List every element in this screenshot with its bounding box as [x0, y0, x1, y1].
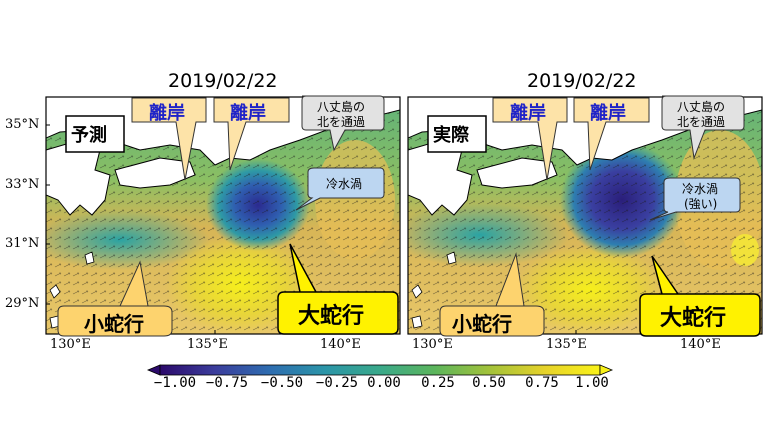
- cb-tick-1: −0.75: [205, 375, 249, 391]
- callout-hachijo-left: [301, 95, 385, 152]
- lon-tick-140-left: 140°E: [320, 337, 361, 352]
- cold-right-line1: 冷水渦: [682, 182, 719, 196]
- callout-cold-right: [649, 177, 741, 221]
- cold-left-line1: 冷水渦: [326, 177, 363, 191]
- rikugan-1-left: 離岸: [149, 103, 185, 124]
- callout-rikugan-1-left: [131, 97, 207, 181]
- colorbar: [146, 364, 614, 376]
- cb-tick-6: 0.50: [472, 375, 506, 391]
- cb-tick-0: −1.00: [153, 375, 197, 391]
- rikugan-2-right: 離岸: [590, 103, 626, 124]
- callout-cold-left: [295, 167, 385, 211]
- cb-tick-5: 0.25: [421, 375, 455, 391]
- callout-large-left: [277, 243, 399, 335]
- callout-small-left: [57, 260, 173, 337]
- cb-tick-4: 0.00: [367, 375, 401, 391]
- tag-left: 予測: [71, 125, 107, 146]
- callouts-right: [427, 95, 761, 337]
- callouts-left: [57, 95, 399, 337]
- rikugan-1-right: 離岸: [510, 103, 546, 124]
- callout-hachijo-right: [661, 95, 745, 160]
- lon-tick-130-right: 130°E: [412, 337, 453, 352]
- hachijo-right-line1: 八丈島の: [677, 100, 726, 114]
- panel-2-date: 2019/02/22: [527, 70, 637, 92]
- callout-rikugan-1-right: [492, 97, 568, 181]
- callout-rikugan-2-left: [213, 97, 290, 171]
- panel-right-frame: [407, 96, 763, 335]
- hachijo-left-line2: 北を通過: [317, 115, 366, 129]
- rikugan-2-left: 離岸: [230, 103, 266, 124]
- cb-tick-3: −0.25: [315, 375, 359, 391]
- lon-tick-135-left: 135°E: [187, 337, 228, 352]
- cb-tick-2: −0.50: [260, 375, 304, 391]
- hachijo-left-line1: 八丈島の: [317, 100, 366, 114]
- tag-box-right: [427, 115, 487, 153]
- lon-tick-135-right: 135°E: [546, 337, 587, 352]
- small-meander-right: 小蛇行: [452, 312, 512, 336]
- lon-tick-130-left: 130°E: [50, 337, 91, 352]
- lat-tick-35: 35°N: [5, 117, 40, 132]
- cb-tick-7: 0.75: [525, 375, 559, 391]
- cold-right-line2: (強い): [684, 197, 718, 211]
- lat-tick-29: 29°N: [5, 296, 40, 311]
- cb-tick-8: 1.00: [575, 375, 609, 391]
- large-meander-left: 大蛇行: [298, 304, 365, 329]
- callout-small-right: [439, 252, 545, 337]
- large-meander-right: 大蛇行: [660, 306, 727, 331]
- lat-tick-31: 31°N: [5, 236, 40, 251]
- panel-left-frame: [45, 96, 401, 335]
- small-meander-left: 小蛇行: [84, 312, 144, 336]
- lon-tick-140-right: 140°E: [680, 337, 721, 352]
- tag-box-left: [65, 115, 125, 153]
- tag-right: 実際: [433, 125, 469, 146]
- hachijo-right-line2: 北を通過: [677, 115, 726, 129]
- callout-large-right: [639, 255, 761, 337]
- lat-tick-33: 33°N: [5, 177, 40, 192]
- callout-rikugan-2-right: [573, 97, 650, 171]
- panel-1-date: 2019/02/22: [168, 70, 278, 92]
